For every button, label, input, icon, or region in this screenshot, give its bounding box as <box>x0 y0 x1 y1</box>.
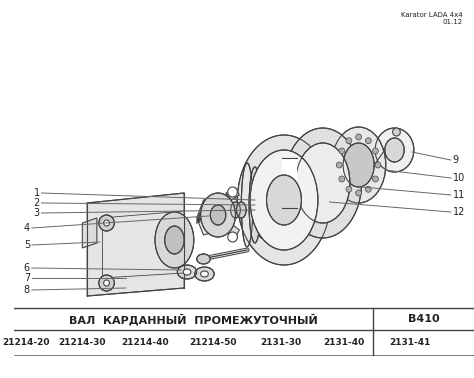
Ellipse shape <box>165 226 184 254</box>
Ellipse shape <box>346 138 352 144</box>
Ellipse shape <box>339 148 345 154</box>
Ellipse shape <box>385 138 404 162</box>
Ellipse shape <box>228 232 237 242</box>
Ellipse shape <box>210 205 226 225</box>
Ellipse shape <box>343 143 374 187</box>
Ellipse shape <box>266 175 301 225</box>
Ellipse shape <box>373 176 378 182</box>
Text: В410: В410 <box>408 314 439 324</box>
Text: 2131-40: 2131-40 <box>323 338 365 347</box>
Ellipse shape <box>237 202 246 218</box>
Ellipse shape <box>263 177 274 233</box>
Ellipse shape <box>241 163 253 247</box>
Text: ВАЛ  КАРДАННЫЙ  ПРОМЕЖУТОЧНЫЙ: ВАЛ КАРДАННЫЙ ПРОМЕЖУТОЧНЫЙ <box>69 313 318 325</box>
Ellipse shape <box>365 186 371 192</box>
Bar <box>282 158 297 208</box>
Text: 5: 5 <box>24 240 30 250</box>
Ellipse shape <box>392 128 401 136</box>
Ellipse shape <box>104 280 109 286</box>
Ellipse shape <box>201 271 209 277</box>
Ellipse shape <box>201 193 236 237</box>
Text: 7: 7 <box>24 273 30 283</box>
Ellipse shape <box>346 186 352 192</box>
Ellipse shape <box>183 269 191 275</box>
Text: 2: 2 <box>33 198 40 208</box>
Ellipse shape <box>99 215 114 231</box>
Ellipse shape <box>99 275 114 291</box>
Text: 4: 4 <box>24 223 30 233</box>
Polygon shape <box>197 193 239 235</box>
Ellipse shape <box>250 150 318 250</box>
Text: 2131-41: 2131-41 <box>389 338 431 347</box>
Text: 2131-30: 2131-30 <box>261 338 301 347</box>
Text: 8: 8 <box>24 285 30 295</box>
Text: Karator LADA 4x4
01.12: Karator LADA 4x4 01.12 <box>401 12 462 25</box>
Text: 11: 11 <box>453 190 465 200</box>
Text: 10: 10 <box>453 173 465 183</box>
Ellipse shape <box>375 162 381 168</box>
Ellipse shape <box>373 148 378 154</box>
Ellipse shape <box>331 127 386 203</box>
Text: 3: 3 <box>34 208 40 218</box>
Ellipse shape <box>155 212 194 268</box>
Polygon shape <box>226 188 239 200</box>
Ellipse shape <box>249 167 261 243</box>
Ellipse shape <box>197 254 210 264</box>
Ellipse shape <box>375 128 414 172</box>
Ellipse shape <box>284 128 362 238</box>
Polygon shape <box>82 218 97 248</box>
Text: 21214-40: 21214-40 <box>121 338 169 347</box>
Ellipse shape <box>356 190 362 196</box>
Text: 6: 6 <box>24 263 30 273</box>
Ellipse shape <box>256 172 267 238</box>
Ellipse shape <box>237 135 330 265</box>
Ellipse shape <box>337 162 342 168</box>
Ellipse shape <box>228 187 237 197</box>
Ellipse shape <box>177 265 197 279</box>
Ellipse shape <box>231 202 240 218</box>
Polygon shape <box>226 224 239 237</box>
Ellipse shape <box>296 143 350 223</box>
Text: 9: 9 <box>453 155 459 165</box>
Ellipse shape <box>195 267 214 281</box>
Ellipse shape <box>356 134 362 140</box>
Ellipse shape <box>365 138 371 144</box>
Ellipse shape <box>339 176 345 182</box>
Text: 21214-30: 21214-30 <box>59 338 106 347</box>
Text: 21214-20: 21214-20 <box>2 338 50 347</box>
Text: 12: 12 <box>453 207 465 217</box>
Text: 1: 1 <box>34 188 40 198</box>
Polygon shape <box>87 193 184 296</box>
Ellipse shape <box>104 220 109 226</box>
Text: 21214-50: 21214-50 <box>190 338 237 347</box>
